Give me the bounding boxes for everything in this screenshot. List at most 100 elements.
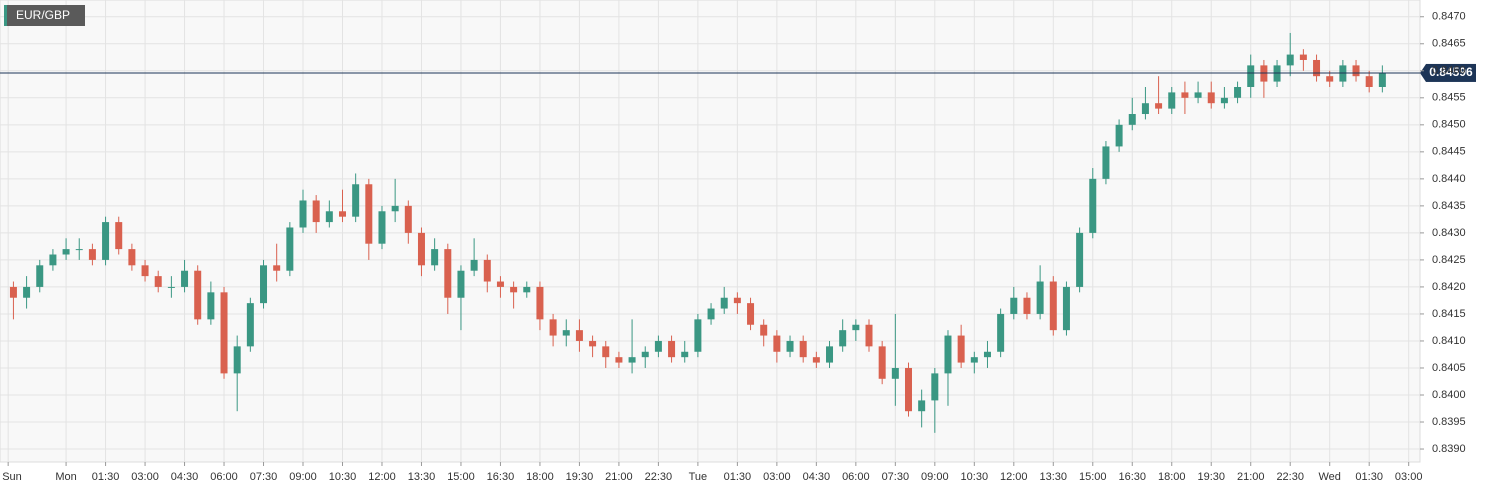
candle-body [983,351,991,358]
x-tick-label: 21:00 [605,471,633,483]
overlay: 0.84596 [0,63,1476,82]
x-tick-label: 21:00 [1237,471,1265,483]
candle-body [1141,103,1149,115]
candle-body [589,340,597,347]
candles [9,32,1386,433]
candle-body [378,211,386,244]
candle-body [483,259,491,282]
candle-body [733,297,741,304]
candle-body [102,222,110,260]
candle-body [641,351,649,358]
candle-body [1365,76,1373,87]
candle-body [470,259,478,271]
candle-body [431,249,439,266]
candle-body [1299,54,1307,60]
candle-body [970,357,978,363]
x-tick-label: 01:30 [92,471,120,483]
candle-body [260,265,268,304]
y-tick-label: 0.8415 [1432,308,1466,320]
candle-body [1181,92,1189,98]
candle-body [325,211,333,223]
candle-body [9,286,17,298]
candle-body [88,249,96,260]
candle-body [1102,146,1110,179]
candle-body [220,292,228,374]
candle-body [1115,124,1123,147]
y-tick-label: 0.8445 [1432,146,1466,158]
y-tick-label: 0.8435 [1432,200,1466,212]
candle-body [904,367,912,412]
last-price-pointer [1420,63,1426,82]
candle-body [628,357,636,363]
candle-body [299,200,307,228]
x-tick-label: 13:30 [408,471,436,483]
candle-body [720,297,728,309]
candle-body [839,330,847,347]
candle-body [233,346,241,374]
candle-body [562,330,570,336]
y-tick-label: 0.8420 [1432,281,1466,293]
candle-body [36,265,44,287]
candle-body [891,367,899,379]
last-price-label: 0.84596 [1429,65,1473,79]
x-tick-label: 03:00 [1395,471,1423,483]
y-tick-label: 0.8425 [1432,254,1466,266]
candle-body [115,222,123,250]
x-tick-label: 10:30 [329,471,357,483]
candle-body [457,270,465,298]
x-tick-label: 04:30 [171,471,199,483]
candle-body [167,286,175,288]
x-tick-label: 16:30 [1118,471,1146,483]
candle-body [207,292,215,320]
x-tick-label: Tue [689,471,708,483]
x-tick-label: Wed [1318,471,1340,483]
title-accent [4,5,7,26]
candle-body [1010,297,1018,314]
x-tick-label: 07:30 [250,471,278,483]
candle-body [1352,65,1360,77]
y-tick-label: 0.8400 [1432,389,1466,401]
x-tick-label: 22:30 [645,471,673,483]
candle-body [273,265,281,271]
candle-body [865,324,873,347]
last-price-box [1426,63,1476,82]
candle-body [957,335,965,363]
x-tick-label: Sun [2,471,22,483]
candle-body [1036,281,1044,314]
candle-body [852,324,860,331]
x-tick-label: 09:00 [921,471,949,483]
candle-body [694,319,702,352]
x-tick-label: 10:30 [961,471,989,483]
candle-body [23,286,31,298]
candle-body [1194,92,1202,98]
x-tick-label: 18:00 [526,471,554,483]
candle-body [444,249,452,298]
candle-body [918,400,926,412]
y-tick-label: 0.8460 [1432,65,1466,77]
y-tick-label: 0.8410 [1432,335,1466,347]
title-box [4,5,85,26]
candle-body [391,205,399,212]
candle-body [404,205,412,233]
y-tick-label: 0.8395 [1432,416,1466,428]
candle-body [760,324,768,336]
candle-body [154,276,162,287]
candle-body [1378,72,1386,87]
candle-body [1168,92,1176,109]
x-tick-label: 12:00 [368,471,396,483]
candle-body [75,249,83,251]
chart-title: EUR/GBP [16,8,70,22]
candle-body [417,232,425,266]
candle-body [286,227,294,271]
candle-body [799,340,807,358]
candle-body [615,357,623,363]
candle-body [1326,76,1334,82]
candle-body [536,286,544,320]
candle-body [1313,59,1321,77]
x-tick-label: 16:30 [487,471,515,483]
x-tick-label: 06:00 [210,471,238,483]
candle-body [747,303,755,325]
candle-body [773,335,781,352]
x-tick-label: 19:30 [566,471,594,483]
candle-body [1260,65,1268,82]
